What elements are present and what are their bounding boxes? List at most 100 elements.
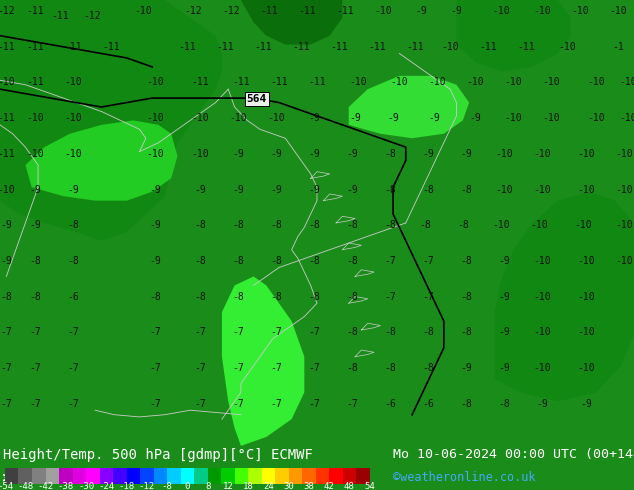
Text: -10: -10 — [533, 149, 551, 159]
Text: -8: -8 — [384, 220, 396, 230]
Text: -8: -8 — [346, 327, 358, 337]
Text: -9: -9 — [150, 185, 161, 195]
Text: -10: -10 — [0, 77, 15, 88]
Text: -8: -8 — [498, 398, 510, 409]
Text: -7: -7 — [308, 363, 320, 373]
Text: -10: -10 — [578, 363, 595, 373]
Text: -10: -10 — [616, 149, 633, 159]
Text: -9: -9 — [308, 149, 320, 159]
Text: -10: -10 — [616, 256, 633, 266]
Text: -7: -7 — [232, 363, 243, 373]
Text: 564: 564 — [247, 94, 267, 104]
Text: -8: -8 — [460, 185, 472, 195]
Text: -10: -10 — [616, 185, 633, 195]
Text: -11: -11 — [270, 77, 288, 88]
Text: -7: -7 — [270, 363, 281, 373]
Text: -10: -10 — [533, 363, 551, 373]
Text: -30: -30 — [78, 482, 94, 490]
Text: -9: -9 — [387, 113, 399, 123]
Text: -11: -11 — [102, 42, 120, 52]
Text: -7: -7 — [232, 398, 243, 409]
Text: -10: -10 — [543, 77, 560, 88]
Text: -12: -12 — [139, 482, 155, 490]
Text: -7: -7 — [270, 327, 281, 337]
Text: -9: -9 — [270, 185, 281, 195]
Text: -8: -8 — [457, 220, 469, 230]
Text: -8: -8 — [384, 149, 396, 159]
Text: -11: -11 — [479, 42, 497, 52]
Text: 8: 8 — [205, 482, 210, 490]
Text: -9: -9 — [470, 113, 481, 123]
Text: -10: -10 — [146, 113, 164, 123]
Text: -7: -7 — [308, 398, 320, 409]
Text: 18: 18 — [243, 482, 254, 490]
Text: -9: -9 — [536, 398, 548, 409]
Text: -8: -8 — [346, 220, 358, 230]
Text: -10: -10 — [543, 113, 560, 123]
Text: -11: -11 — [26, 77, 44, 88]
Text: -10: -10 — [26, 149, 44, 159]
Text: -9: -9 — [1, 220, 12, 230]
Text: -10: -10 — [619, 113, 634, 123]
Text: -11: -11 — [517, 42, 535, 52]
Text: -7: -7 — [29, 363, 41, 373]
Text: -10: -10 — [533, 292, 551, 301]
Text: -8: -8 — [308, 220, 320, 230]
Text: -10: -10 — [146, 149, 164, 159]
Text: Height/Temp. 500 hPa [gdmp][°C] ECMWF: Height/Temp. 500 hPa [gdmp][°C] ECMWF — [3, 448, 313, 462]
Polygon shape — [456, 0, 571, 72]
Text: -7: -7 — [1, 327, 12, 337]
Text: 38: 38 — [304, 482, 314, 490]
Text: -7: -7 — [67, 363, 79, 373]
Text: -11: -11 — [51, 11, 69, 21]
Text: 24: 24 — [263, 482, 274, 490]
Text: -10: -10 — [229, 113, 247, 123]
Text: -11: -11 — [232, 77, 250, 88]
Text: -10: -10 — [578, 149, 595, 159]
Text: Mo 10-06-2024 00:00 UTC (00+144): Mo 10-06-2024 00:00 UTC (00+144) — [393, 448, 634, 461]
Text: -10: -10 — [146, 77, 164, 88]
Text: -10: -10 — [64, 149, 82, 159]
Text: 54: 54 — [365, 482, 375, 490]
Text: -38: -38 — [58, 482, 74, 490]
Text: -10: -10 — [616, 220, 633, 230]
Text: 12: 12 — [223, 482, 233, 490]
Text: -10: -10 — [267, 113, 285, 123]
Text: -8: -8 — [346, 363, 358, 373]
Text: -11: -11 — [216, 42, 234, 52]
Polygon shape — [241, 0, 342, 45]
Text: -10: -10 — [619, 77, 634, 88]
Text: -11: -11 — [0, 42, 15, 52]
Text: -9: -9 — [451, 6, 462, 16]
Text: -48: -48 — [17, 482, 34, 490]
Text: -7: -7 — [384, 292, 396, 301]
Text: -12: -12 — [184, 6, 202, 16]
Text: -9: -9 — [498, 256, 510, 266]
Text: -11: -11 — [178, 42, 196, 52]
Text: -9: -9 — [346, 149, 358, 159]
Text: -9: -9 — [150, 256, 161, 266]
Text: -9: -9 — [498, 363, 510, 373]
Text: -8: -8 — [194, 292, 205, 301]
Text: -7: -7 — [422, 292, 434, 301]
Text: -9: -9 — [29, 185, 41, 195]
Text: -6: -6 — [384, 398, 396, 409]
Text: -7: -7 — [67, 327, 79, 337]
Text: -8: -8 — [270, 220, 281, 230]
Text: -10: -10 — [26, 113, 44, 123]
Text: -8: -8 — [194, 256, 205, 266]
Text: -9: -9 — [232, 185, 243, 195]
Text: -9: -9 — [422, 149, 434, 159]
Text: -8: -8 — [419, 220, 430, 230]
Text: -10: -10 — [587, 113, 605, 123]
Text: -10: -10 — [349, 77, 367, 88]
Text: -10: -10 — [571, 6, 589, 16]
Text: -9: -9 — [232, 149, 243, 159]
Text: -7: -7 — [150, 363, 161, 373]
Text: -18: -18 — [119, 482, 134, 490]
Text: -7: -7 — [194, 363, 205, 373]
Text: -8: -8 — [29, 256, 41, 266]
Text: -6: -6 — [422, 398, 434, 409]
Text: -10: -10 — [533, 185, 551, 195]
Text: -7: -7 — [308, 327, 320, 337]
